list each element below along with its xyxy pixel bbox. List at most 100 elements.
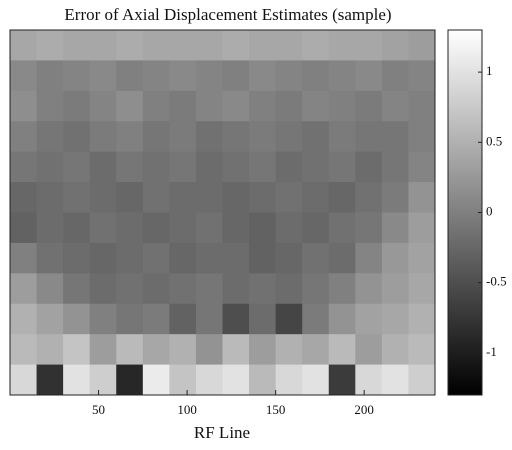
heatmap-cell bbox=[222, 30, 250, 61]
heatmap-cell bbox=[381, 151, 409, 183]
heatmap-cell bbox=[142, 273, 170, 305]
heatmap-cell bbox=[381, 182, 409, 213]
heatmap-cell bbox=[302, 334, 330, 366]
heatmap-cell bbox=[89, 242, 117, 274]
heatmap-cell bbox=[222, 212, 250, 244]
heatmap-cell bbox=[328, 212, 356, 244]
heatmap-cell bbox=[355, 30, 383, 61]
heatmap-cell bbox=[408, 364, 436, 396]
heatmap-cell bbox=[36, 334, 64, 366]
heatmap-cell bbox=[275, 242, 303, 274]
heatmap-cell bbox=[222, 151, 250, 183]
heatmap-cell bbox=[222, 273, 250, 305]
heatmap-cell bbox=[36, 212, 64, 244]
colorbar-tick-label: -1 bbox=[486, 344, 497, 359]
heatmap-cell bbox=[10, 364, 38, 396]
plot-frame bbox=[9, 29, 436, 396]
heatmap-cell bbox=[381, 303, 409, 335]
heatmap-cell bbox=[10, 273, 38, 305]
x-tick-label: 200 bbox=[354, 402, 374, 417]
x-axis-label: RF Line bbox=[194, 423, 250, 442]
heatmap-cell bbox=[355, 121, 383, 153]
heatmap-cell bbox=[355, 364, 383, 396]
heatmap-cell bbox=[249, 242, 277, 274]
heatmap-cell bbox=[36, 60, 64, 92]
heatmap-cell bbox=[63, 121, 91, 153]
heatmap-cell bbox=[10, 90, 38, 122]
heatmap-cell bbox=[408, 60, 436, 92]
heatmap-cell bbox=[195, 121, 223, 153]
heatmap-cell bbox=[36, 121, 64, 153]
heatmap-cell bbox=[302, 212, 330, 244]
heatmap-cell bbox=[408, 334, 436, 366]
heatmap-cell bbox=[169, 60, 197, 92]
heatmap-cell bbox=[195, 182, 223, 213]
heatmap-cell bbox=[195, 212, 223, 244]
heatmap-cell bbox=[195, 242, 223, 274]
heatmap-cell bbox=[195, 60, 223, 92]
heatmap-cell bbox=[116, 242, 144, 274]
heatmap-cell bbox=[63, 60, 91, 92]
heatmap-cell bbox=[169, 151, 197, 183]
heatmap-cell bbox=[169, 273, 197, 305]
heatmap-cell bbox=[249, 30, 277, 61]
heatmap-cell bbox=[63, 182, 91, 213]
heatmap-cell bbox=[142, 182, 170, 213]
heatmap-cell bbox=[275, 182, 303, 213]
heatmap-cell bbox=[302, 273, 330, 305]
heatmap-cell bbox=[328, 151, 356, 183]
heatmap-cell bbox=[381, 334, 409, 366]
heatmap-cell bbox=[142, 30, 170, 61]
heatmap-cell bbox=[328, 242, 356, 274]
heatmap-cell bbox=[116, 182, 144, 213]
heatmap-cell bbox=[328, 273, 356, 305]
heatmap-cell bbox=[222, 60, 250, 92]
heatmap-cell bbox=[328, 60, 356, 92]
heatmap-cell bbox=[302, 182, 330, 213]
heatmap-cell bbox=[249, 273, 277, 305]
heatmap-cell bbox=[10, 151, 38, 183]
heatmap-cell bbox=[36, 242, 64, 274]
heatmap-cell bbox=[302, 90, 330, 122]
heatmap-cell bbox=[408, 212, 436, 244]
heatmap-cell bbox=[63, 90, 91, 122]
heatmap-cell bbox=[89, 334, 117, 366]
heatmap-cell bbox=[116, 90, 144, 122]
heatmap-cell bbox=[169, 90, 197, 122]
heatmap-cell bbox=[249, 334, 277, 366]
heatmap-cell bbox=[249, 151, 277, 183]
heatmap-cell bbox=[381, 212, 409, 244]
heatmap-cell bbox=[355, 90, 383, 122]
heatmap-cell bbox=[275, 303, 303, 335]
heatmap-cell bbox=[275, 334, 303, 366]
heatmap-cell bbox=[169, 30, 197, 61]
heatmap-cell bbox=[142, 212, 170, 244]
heatmap-cell bbox=[408, 30, 436, 61]
heatmap-cell bbox=[408, 273, 436, 305]
heatmap-cell bbox=[408, 151, 436, 183]
heatmap-cell bbox=[275, 30, 303, 61]
heatmap-cell bbox=[169, 334, 197, 366]
heatmap-cell bbox=[63, 303, 91, 335]
heatmap-cell bbox=[116, 60, 144, 92]
heatmap-cell bbox=[195, 90, 223, 122]
heatmap-cell bbox=[10, 242, 38, 274]
heatmap-cell bbox=[169, 303, 197, 335]
heatmap-cell bbox=[142, 121, 170, 153]
heatmap-cell bbox=[142, 151, 170, 183]
heatmap-cell bbox=[142, 60, 170, 92]
heatmap-cell bbox=[89, 121, 117, 153]
heatmap-cell bbox=[89, 212, 117, 244]
heatmap-cell bbox=[142, 364, 170, 396]
heatmap-cell bbox=[249, 364, 277, 396]
heatmap-cell bbox=[89, 151, 117, 183]
heatmap-cell bbox=[355, 242, 383, 274]
heatmap-cell bbox=[63, 242, 91, 274]
heatmap-cell bbox=[355, 273, 383, 305]
heatmap-cell bbox=[116, 364, 144, 396]
heatmap-cell bbox=[408, 182, 436, 213]
heatmap-cell bbox=[169, 182, 197, 213]
heatmap-cell bbox=[355, 303, 383, 335]
heatmap-cell bbox=[89, 364, 117, 396]
heatmap-cell bbox=[195, 30, 223, 61]
